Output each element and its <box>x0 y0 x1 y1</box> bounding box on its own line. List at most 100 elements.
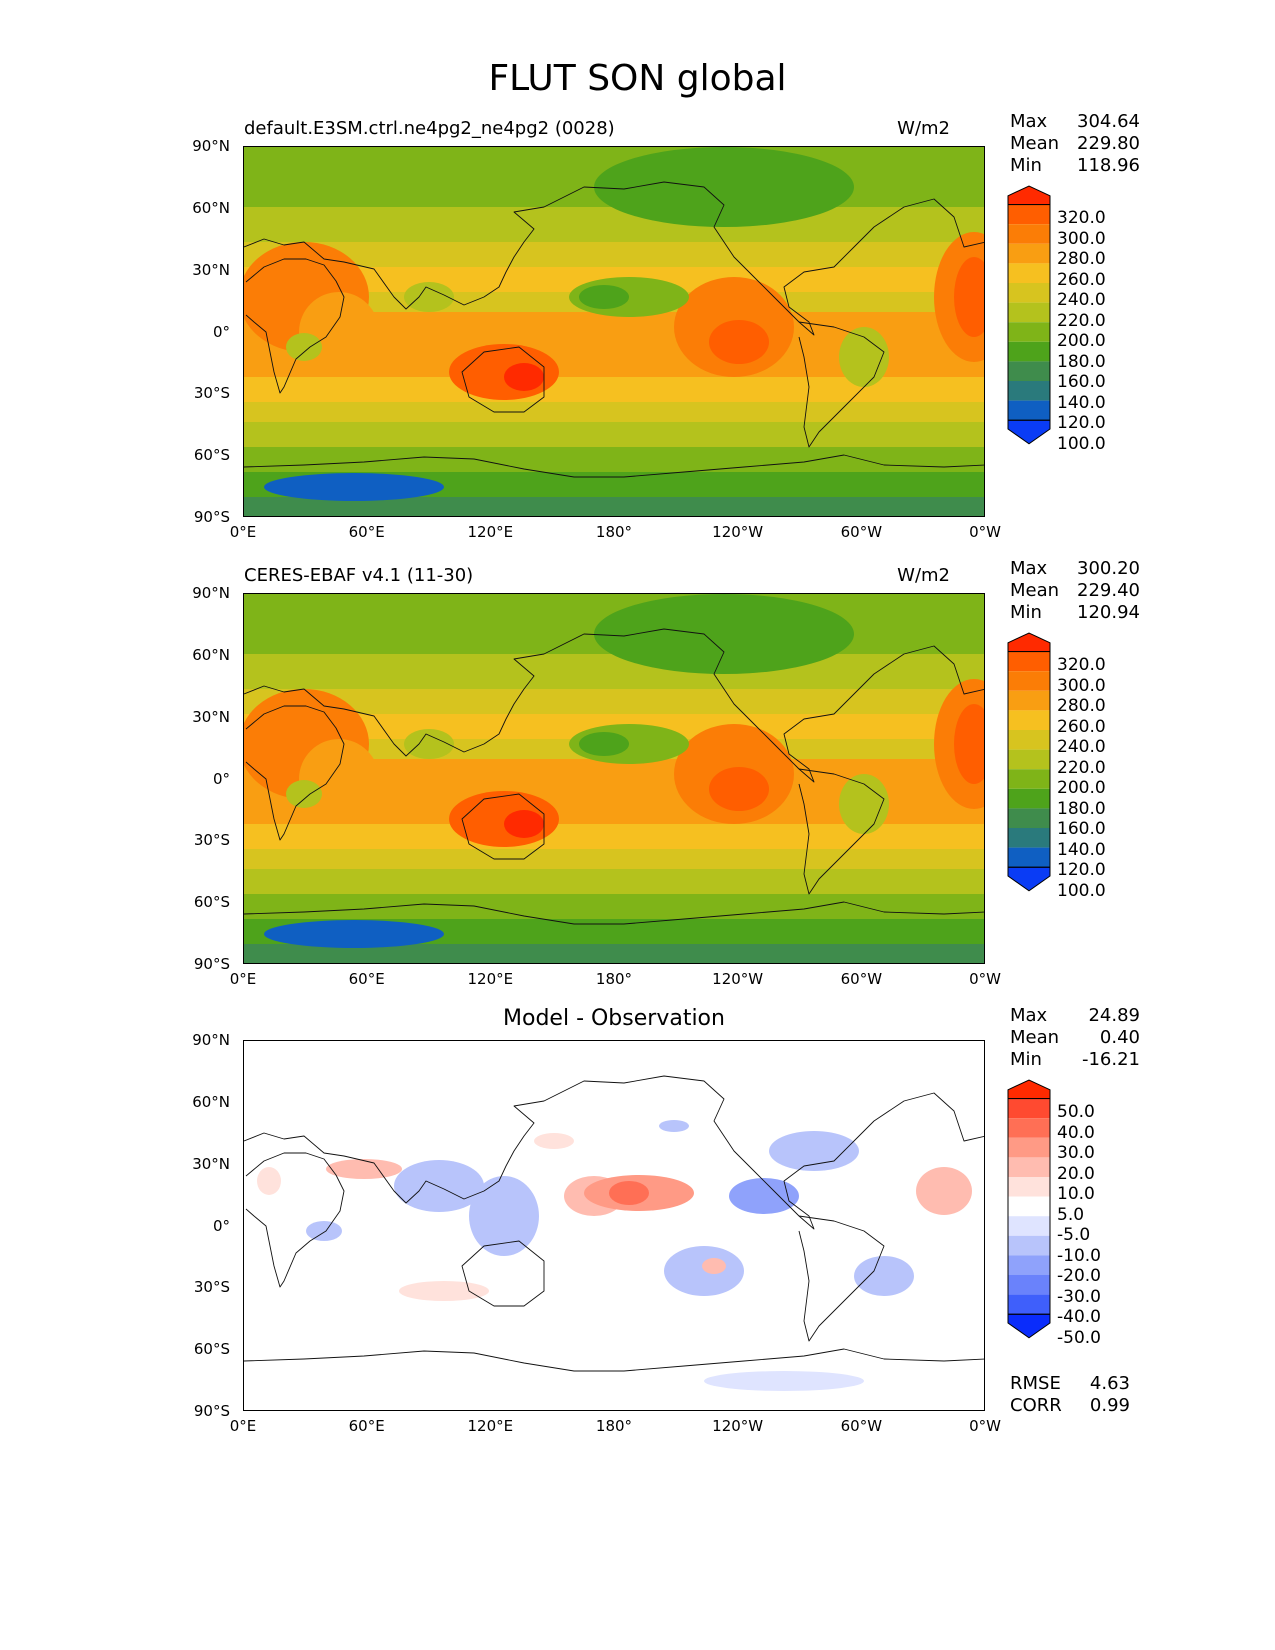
colorbar-tick-label: -40.0 <box>1057 1307 1101 1327</box>
x-tick-label: 60°W <box>840 523 883 541</box>
colorbar-tick-label: 300.0 <box>1057 228 1106 249</box>
y-tick-label: 30°S <box>193 831 230 850</box>
stat-mean-label: Mean <box>1010 1027 1060 1048</box>
stat-max-value: 304.64 <box>1077 111 1140 132</box>
colorbar-tick-label: 320.0 <box>1057 208 1106 228</box>
diff-map <box>243 1040 985 1411</box>
x-tick-label: 120°E <box>467 970 514 988</box>
colorbar-tick-label: 160.0 <box>1057 819 1106 839</box>
map-canvas <box>244 594 984 963</box>
diff-colorbar-labels: 50.0 40.0 30.0 20.0 10.0 5.0 -5.0 -10.0 -20.0 -30… <box>1057 1102 1101 1348</box>
colorbar-tick-label: 180.0 <box>1057 798 1106 819</box>
panel-obs-label: CERES-EBAF v4.1 (11-30) <box>244 565 474 586</box>
x-tick-label: 120°E <box>467 1417 514 1435</box>
rmse-value: 4.63 <box>1089 1373 1130 1394</box>
stat-max-value: 300.20 <box>1077 558 1140 579</box>
stat-max-label: Max <box>1010 1005 1048 1026</box>
y-tick-label: 90°S <box>193 955 230 973</box>
colorbar-canvas <box>1007 1079 1051 1339</box>
y-tick-label: 60°S <box>193 893 230 912</box>
y-tick-label: 90°N <box>192 584 230 602</box>
y-tick-label: 0° <box>212 322 230 341</box>
map-canvas <box>244 147 984 516</box>
colorbar-tick-label: -5.0 <box>1057 1225 1091 1245</box>
x-tick-label: 0°W <box>969 523 1001 541</box>
colorbar-tick-label: 200.0 <box>1057 778 1106 798</box>
colorbar-tick-label: 20.0 <box>1057 1163 1095 1184</box>
x-tick-label: 0°E <box>229 523 257 541</box>
colorbar-tick-label: 260.0 <box>1057 716 1106 737</box>
y-tick-label: 90°N <box>192 1031 230 1049</box>
stat-mean-value: 229.40 <box>1077 580 1140 601</box>
colorbar-tick-label: 320.0 <box>1057 655 1106 675</box>
rmse-label: RMSE <box>1010 1373 1061 1394</box>
stat-min-value: 118.96 <box>1077 155 1140 176</box>
y-tick-label: 30°N <box>192 1154 230 1173</box>
map-canvas <box>244 1041 984 1410</box>
x-tick-label: 120°W <box>712 523 764 541</box>
model-map <box>243 146 985 517</box>
stat-mean-label: Mean <box>1010 133 1060 154</box>
y-tick-label: 30°N <box>192 260 230 279</box>
y-tick-label: 60°N <box>192 198 230 217</box>
colorbar-tick-label: 40.0 <box>1057 1122 1095 1143</box>
colorbar-tick-label: 10.0 <box>1057 1184 1095 1204</box>
x-tick-label: 60°E <box>348 523 385 541</box>
x-tick-label: 60°E <box>348 1417 385 1435</box>
y-tick-label: 30°S <box>193 384 230 403</box>
colorbar-tick-label: 140.0 <box>1057 392 1106 413</box>
stat-mean-value: 229.80 <box>1077 133 1140 154</box>
colorbar-tick-label: 280.0 <box>1057 696 1106 716</box>
stat-min-value: 120.94 <box>1077 602 1140 623</box>
stat-max-value: 24.89 <box>1088 1005 1140 1026</box>
stat-max-label: Max <box>1010 558 1048 579</box>
colorbar-tick-label: -30.0 <box>1057 1286 1101 1307</box>
stat-max-label: Max <box>1010 111 1048 132</box>
colorbar-canvas <box>1007 185 1051 445</box>
model-stats: Max 304.64 Mean 229.80 Min 118.96 <box>1010 111 1140 177</box>
obs-stats: Max 300.20 Mean 229.40 Min 120.94 <box>1010 558 1140 624</box>
panel-obs-units: W/m2 <box>897 565 950 586</box>
x-tick-label: 120°W <box>712 970 764 988</box>
x-tick-label: 120°W <box>712 1417 764 1435</box>
corr-label: CORR <box>1010 1395 1062 1416</box>
panel-model-label: default.E3SM.ctrl.ne4pg2_ne4pg2 (0028) <box>244 118 615 139</box>
colorbar-tick-label: -50.0 <box>1057 1327 1101 1348</box>
y-tick-label: 60°S <box>193 1340 230 1359</box>
stat-mean-value: 0.40 <box>1099 1027 1140 1048</box>
y-tick-label: 60°N <box>192 1092 230 1111</box>
colorbar-tick-label: 100.0 <box>1057 433 1106 454</box>
stat-min-label: Min <box>1010 1049 1042 1070</box>
colorbar-tick-label: 260.0 <box>1057 269 1106 290</box>
stat-min-value: -16.21 <box>1081 1049 1140 1070</box>
figure-title: FLUT SON global <box>488 58 787 99</box>
x-tick-label: 120°E <box>467 523 514 541</box>
x-tick-label: 0°W <box>969 1417 1001 1435</box>
obs-colorbar <box>1007 632 1051 897</box>
y-tick-label: 90°S <box>193 508 230 526</box>
colorbar-tick-label: 50.0 <box>1057 1102 1095 1122</box>
diff-stats: Max 24.89 Mean 0.40 Min -16.21 <box>1010 1005 1140 1071</box>
model-colorbar-labels: 320.0 300.0 280.0 260.0 240.0 220.0 200.0 180.0… <box>1057 208 1106 454</box>
y-tick-label: 0° <box>212 769 230 788</box>
x-tick-label: 0°E <box>229 970 257 988</box>
colorbar-tick-label: 120.0 <box>1057 860 1106 880</box>
panel-diff-title: Model - Observation <box>503 1006 725 1031</box>
colorbar-tick-label: 30.0 <box>1057 1143 1095 1163</box>
colorbar-tick-label: 140.0 <box>1057 839 1106 860</box>
stat-mean-label: Mean <box>1010 580 1060 601</box>
x-tick-label: 180° <box>595 970 633 988</box>
y-tick-label: 0° <box>212 1216 230 1235</box>
colorbar-tick-label: -10.0 <box>1057 1245 1101 1266</box>
stat-min-label: Min <box>1010 602 1042 623</box>
x-tick-label: 60°E <box>348 970 385 988</box>
colorbar-tick-label: 5.0 <box>1057 1204 1085 1225</box>
colorbar-tick-label: 280.0 <box>1057 249 1106 269</box>
diff-metrics: RMSE 4.63 CORR 0.99 <box>1010 1373 1130 1417</box>
colorbar-tick-label: 240.0 <box>1057 737 1106 757</box>
x-tick-label: 180° <box>595 1417 633 1435</box>
model-colorbar <box>1007 185 1051 450</box>
obs-colorbar-labels: 320.0 300.0 280.0 260.0 240.0 220.0 200.0 180.0… <box>1057 655 1106 901</box>
colorbar-tick-label: 160.0 <box>1057 372 1106 392</box>
colorbar-tick-label: 220.0 <box>1057 757 1106 778</box>
